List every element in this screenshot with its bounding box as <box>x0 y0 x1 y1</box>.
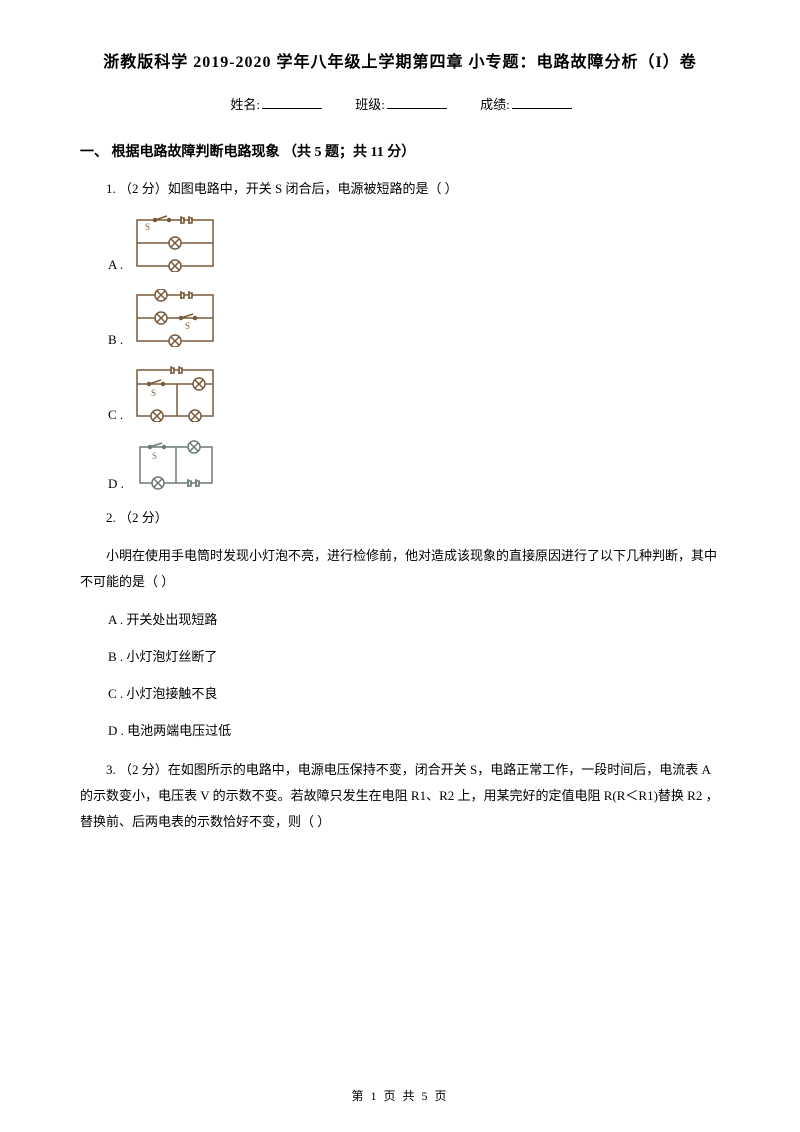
score-blank <box>512 108 572 109</box>
option-label-a: A . <box>108 257 123 273</box>
question-1: 1. （2 分）如图电路中，开关 S 闭合后，电源被短路的是（ ） <box>80 179 720 200</box>
question-3-text: 3. （2 分）在如图所示的电路中，电源电压保持不变，闭合开关 S，电路正常工作… <box>80 757 720 835</box>
q2-option-d: D . 电池两端电压过低 <box>108 720 720 739</box>
q2-option-c: C . 小灯泡接触不良 <box>108 683 720 702</box>
name-label: 姓名: <box>230 97 260 112</box>
question-2-text: 小明在使用手电筒时发现小灯泡不亮，进行检修前，他对造成该现象的直接原因进行了以下… <box>80 543 720 595</box>
exam-title: 浙教版科学 2019-2020 学年八年级上学期第四章 小专题：电路故障分析（I… <box>80 48 720 72</box>
page-footer: 第 1 页 共 5 页 <box>0 1087 800 1104</box>
name-blank <box>262 108 322 109</box>
q1-option-a: A . S <box>108 214 720 277</box>
svg-text:S: S <box>145 222 150 232</box>
student-info-line: 姓名: 班级: 成绩: <box>80 94 720 113</box>
score-label: 成绩: <box>480 97 510 112</box>
q2-option-b: B . 小灯泡灯丝断了 <box>108 646 720 665</box>
option-label-d: D . <box>108 476 124 492</box>
circuit-diagram-d: S <box>132 439 220 496</box>
svg-text:S: S <box>152 451 157 461</box>
circuit-diagram-b: S <box>131 289 219 352</box>
q2-option-a: A . 开关处出现短路 <box>108 609 720 628</box>
q1-option-c: C . S <box>108 364 720 427</box>
option-label-c: C . <box>108 407 123 423</box>
svg-text:S: S <box>151 388 156 398</box>
class-blank <box>387 108 447 109</box>
section-header: 一、 根据电路故障判断电路现象 （共 5 题；共 11 分） <box>80 141 720 161</box>
question-2-num: 2. （2 分） <box>80 508 720 529</box>
q1-option-d: D . S <box>108 439 720 496</box>
option-label-b: B . <box>108 332 123 348</box>
circuit-diagram-a: S <box>131 214 219 277</box>
circuit-diagram-c: S <box>131 364 219 427</box>
svg-text:S: S <box>185 321 190 331</box>
class-label: 班级: <box>355 97 385 112</box>
q1-option-b: B . S <box>108 289 720 352</box>
